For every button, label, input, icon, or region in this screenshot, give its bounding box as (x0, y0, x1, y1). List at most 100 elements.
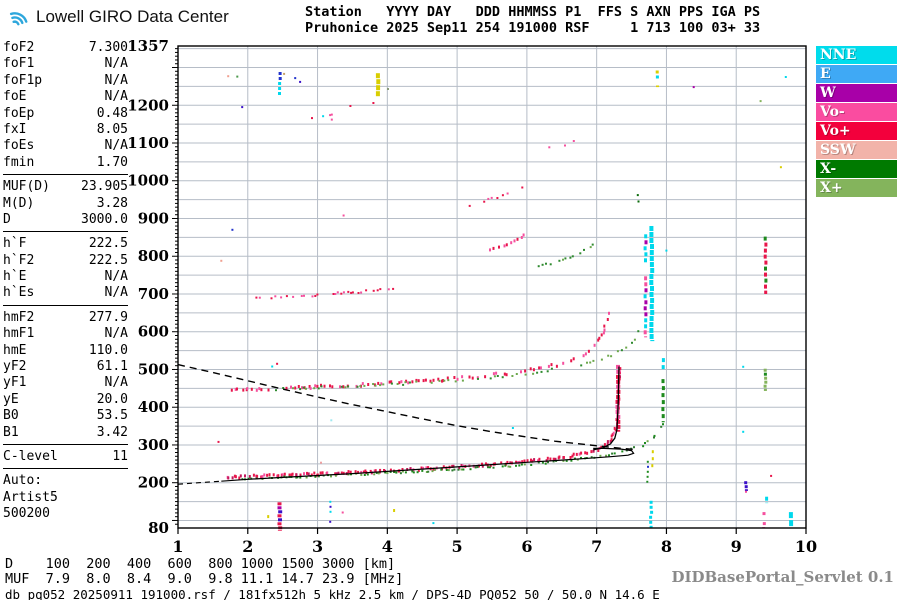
svg-text:7: 7 (591, 537, 602, 556)
svg-text:2: 2 (242, 537, 253, 556)
param-value: N/A (104, 138, 128, 154)
param-value: 3.28 (96, 195, 128, 211)
param-value: N/A (104, 285, 128, 301)
param-label: foEp (3, 105, 35, 121)
legend-item-x: X+ (816, 179, 897, 197)
param-row-md: M(D) 3.28 (3, 196, 128, 212)
param-row-b0: B0 53.5 (3, 408, 128, 424)
param-label: foF1 (3, 56, 35, 72)
param-label: B1 (3, 424, 19, 440)
svg-text:10: 10 (795, 537, 817, 556)
panel-divider (3, 231, 128, 233)
fitted-trace-line (221, 447, 635, 482)
panel-divider (3, 304, 128, 306)
param-row-foe: foE N/A (3, 89, 128, 105)
svg-text:1200: 1200 (127, 96, 169, 114)
param-row-clevel: C-level 11 (3, 449, 128, 465)
param-label: fxI (3, 121, 27, 137)
param-label: foF2 (3, 40, 35, 55)
param-value: 3000.0 (81, 211, 128, 227)
svg-text:300: 300 (138, 436, 169, 454)
param-value: 110.0 (88, 342, 128, 358)
param-row-hf: h`F 222.5 (3, 236, 128, 252)
profile-extrapolation-dashed (177, 480, 222, 485)
svg-text:1000: 1000 (127, 172, 169, 190)
site-title: Lowell GIRO Data Center (36, 7, 229, 26)
param-value: N/A (104, 89, 128, 105)
autoscaling-info-line: 500200 (3, 506, 50, 522)
param-row-yf1: yF1 N/A (3, 375, 128, 391)
param-label: h`F2 (3, 252, 35, 268)
panel-divider (3, 468, 128, 470)
param-label: h`Es (3, 285, 35, 301)
svg-text:3: 3 (312, 537, 323, 556)
svg-text:1357: 1357 (127, 37, 169, 55)
param-label: hmE (3, 342, 27, 358)
legend-item-vo: Vo+ (816, 122, 897, 140)
param-row-hes: h`Es N/A (3, 285, 128, 301)
param-label: yF1 (3, 375, 27, 391)
param-label: h`E (3, 269, 27, 285)
param-row-hmf1: hmF1 N/A (3, 326, 128, 342)
rfi-column-layer (267, 70, 794, 531)
param-row-yf2: yF2 61.1 (3, 359, 128, 375)
param-label: hmF1 (3, 326, 35, 342)
station-header-row1: Station YYYY DAY DDD HHMMSS P1 FFS S AXN… (305, 4, 761, 20)
svg-text:200: 200 (138, 474, 169, 492)
param-label: hmF2 (3, 309, 35, 325)
legend-item-vo: Vo- (816, 103, 897, 121)
axis-layer: 1357120011001000900800700600500400300200… (127, 37, 817, 556)
svg-text:4: 4 (382, 537, 393, 556)
legend-item-ssw: SSW (816, 141, 897, 159)
param-label: C-level (3, 448, 58, 464)
panel-divider (3, 443, 128, 445)
svg-text:9: 9 (731, 537, 742, 556)
svg-text:1100: 1100 (127, 134, 169, 152)
param-row-d: D 3000.0 (3, 212, 128, 228)
param-row-fof1p: foF1p N/A (3, 73, 128, 89)
param-label: yE (3, 391, 19, 407)
autoscaling-info-line: Artist5 (3, 489, 58, 505)
param-label: fmin (3, 154, 35, 170)
measurement-status-line: db pq052 20250911 191000.rsf / 181fx512h… (5, 587, 660, 600)
panel-divider (3, 174, 128, 176)
legend-item-e: E (816, 65, 897, 83)
param-row-fxi: fxI 8.05 (3, 122, 128, 138)
param-row-hf2: h`F2 222.5 (3, 253, 128, 269)
param-value: 61.1 (96, 359, 128, 375)
param-value: N/A (104, 269, 128, 285)
param-row-b1: B1 3.42 (3, 425, 128, 441)
legend-item-nne: NNE (816, 46, 897, 64)
param-value: N/A (104, 72, 128, 88)
servlet-version-label: DIDBasePortal_Servlet 0.1 (671, 568, 894, 586)
param-value: 222.5 (88, 236, 128, 252)
muf-transmission-curve (177, 363, 636, 451)
svg-text:8: 8 (661, 537, 672, 556)
svg-text:80: 80 (148, 519, 169, 537)
muf-table-distances: D 100 200 400 600 800 1000 1500 3000 [km… (5, 556, 396, 572)
svg-text:700: 700 (138, 285, 169, 303)
param-value: N/A (104, 326, 128, 342)
param-value: 7.300 (88, 40, 128, 55)
param-value: 8.05 (96, 121, 128, 137)
param-value: N/A (104, 56, 128, 72)
polarization-legend: NNE E W Vo- Vo+ SSW X- X+ (816, 46, 897, 198)
plot-frame (177, 45, 807, 529)
param-row-foep: foEp 0.48 (3, 106, 128, 122)
svg-text:400: 400 (138, 398, 169, 416)
echo-trace-layer (226, 140, 664, 481)
param-row-fof1: foF1 N/A (3, 56, 128, 72)
param-label: yF2 (3, 359, 27, 375)
autoscaling-info-line: Auto: (3, 473, 43, 489)
param-value: 277.9 (88, 309, 128, 325)
param-row-fmin: fmin 1.70 (3, 155, 128, 171)
param-row-mufd: MUF(D) 23.905 (3, 179, 128, 195)
param-row-he: h`E N/A (3, 269, 128, 285)
param-value: 0.48 (96, 105, 128, 121)
station-header: Station YYYY DAY DDD HHMMSS P1 FFS S AXN… (305, 4, 761, 36)
svg-text:5: 5 (452, 537, 463, 556)
profile-curve-layer (177, 363, 636, 485)
